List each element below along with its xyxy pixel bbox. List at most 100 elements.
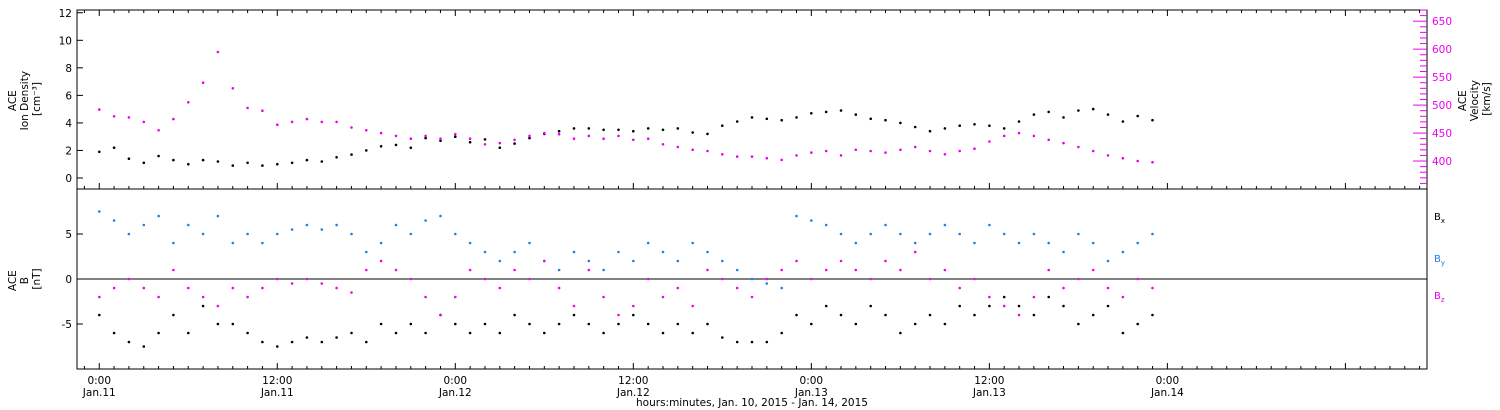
bz-point-36 — [632, 304, 635, 308]
panel1-series0-point-14 — [305, 158, 309, 162]
by-point-64 — [1047, 241, 1050, 245]
panel1-series1-point-44 — [750, 155, 754, 158]
panel1-series1-point-40 — [691, 148, 694, 152]
by-point-50 — [839, 232, 843, 236]
bz-point-19 — [379, 259, 383, 263]
bz-point-7 — [201, 295, 205, 299]
bz-point-6 — [187, 286, 190, 290]
panel1-series0-point-21 — [409, 146, 413, 149]
panel1-series0-point-8 — [216, 160, 220, 163]
bx-point-21 — [409, 322, 413, 326]
by-point-60 — [988, 223, 991, 227]
bx-point-41 — [706, 322, 709, 326]
panel1-series1-point-56 — [928, 149, 932, 153]
by-point-23 — [439, 214, 442, 218]
panel1-series1-point-46 — [780, 158, 783, 162]
bx-point-25 — [468, 331, 472, 335]
by-point-15 — [320, 228, 324, 231]
bz-point-53 — [884, 259, 887, 263]
bz-point-65 — [1062, 286, 1065, 290]
bx-point-36 — [632, 313, 635, 317]
panel1-series1-point-29 — [528, 134, 531, 138]
panel1-series1-point-9 — [231, 87, 235, 90]
density-tick-label-5: 10 — [59, 35, 72, 47]
bz-point-1 — [112, 286, 116, 290]
bz-point-48 — [810, 277, 813, 281]
panel1-series1-point-17 — [350, 126, 353, 129]
panel1-series0-point-57 — [943, 127, 947, 130]
bx-point-43 — [735, 340, 739, 344]
panel1-series0-point-54 — [899, 121, 902, 125]
panel1-series1-point-30 — [543, 131, 546, 135]
bx-point-45 — [765, 340, 769, 344]
bz-point-13 — [290, 282, 294, 285]
by-point-62 — [1017, 241, 1021, 245]
panel1-series0-point-64 — [1047, 110, 1050, 114]
by-point-44 — [750, 277, 754, 281]
velocity-tick-label-4: 600 — [1432, 44, 1452, 56]
b-tick-label-2: 5 — [65, 229, 72, 241]
bz-point-38 — [661, 295, 665, 299]
panel1-series1-point-18 — [365, 129, 368, 132]
by-point-31 — [557, 268, 561, 272]
bz-point-52 — [869, 277, 872, 281]
b-tick-label-1: 0 — [65, 274, 72, 286]
bx-point-26 — [483, 322, 487, 326]
by-point-5 — [172, 241, 175, 245]
bx-point-8 — [216, 322, 220, 326]
panel1-series — [98, 50, 1154, 167]
bz-point-4 — [157, 295, 160, 299]
bz-point-5 — [172, 268, 175, 272]
bz-point-42 — [721, 277, 724, 281]
panel1-series0-point-48 — [810, 112, 813, 115]
density-axis-title-line2: Ion Density — [19, 71, 31, 130]
by-point-43 — [735, 268, 739, 272]
density-axis-title: ACE Ion Density [cm⁻³] — [7, 68, 43, 131]
bz-point-21 — [409, 277, 413, 281]
panel1-frame — [76, 9, 1428, 190]
by-point-46 — [780, 286, 783, 290]
bx-point-30 — [543, 331, 546, 335]
legend-bx: Bx — [1434, 212, 1445, 225]
x-tick-time-5: 12:00 — [974, 375, 1004, 387]
panel1-series1-point-50 — [839, 154, 843, 157]
by-point-2 — [127, 232, 131, 236]
bx-point-57 — [943, 322, 947, 326]
panel1-series1-point-1 — [112, 115, 116, 118]
panel1-series0-point-35 — [617, 128, 620, 132]
x-tick-date-4: Jan.13 — [794, 387, 828, 399]
x-tick-date-5: Jan.13 — [972, 387, 1006, 399]
x-tick-time-0: 0:00 — [87, 375, 111, 387]
velocity-tick-label-0: 400 — [1432, 156, 1452, 168]
panel1-series1-point-25 — [468, 137, 472, 140]
bz-point-0 — [98, 295, 101, 299]
bz-point-3 — [142, 286, 146, 290]
bx-point-62 — [1017, 304, 1021, 308]
by-point-21 — [409, 232, 413, 236]
bx-point-18 — [365, 340, 368, 344]
by-point-33 — [587, 259, 591, 263]
velocity-tick-label-1: 450 — [1432, 128, 1452, 140]
density-tick-label-1: 2 — [65, 145, 72, 157]
panel1-series0-point-65 — [1062, 116, 1065, 119]
x-tick-date-6: Jan.14 — [1150, 387, 1184, 399]
bx-point-13 — [290, 340, 294, 344]
panel1-series0-point-3 — [142, 161, 146, 165]
by-point-65 — [1062, 250, 1065, 254]
by-point-32 — [572, 250, 576, 254]
panel1-series1-point-8 — [216, 50, 220, 54]
panel1-series0-point-52 — [869, 117, 872, 121]
b-axis-title: ACE B [nT] — [7, 267, 43, 291]
bx-point-55 — [913, 322, 917, 326]
panel1-series0-point-61 — [1002, 127, 1006, 130]
bz-point-14 — [305, 277, 309, 281]
bx-point-71 — [1151, 313, 1154, 317]
bx-point-29 — [528, 322, 531, 326]
panel1-series1-point-64 — [1047, 138, 1050, 142]
bz-point-44 — [750, 295, 754, 299]
bz-point-64 — [1047, 268, 1050, 272]
by-point-9 — [231, 241, 235, 245]
bz-point-28 — [513, 268, 516, 272]
panel1-series0-point-2 — [127, 157, 131, 160]
by-point-52 — [869, 232, 872, 236]
